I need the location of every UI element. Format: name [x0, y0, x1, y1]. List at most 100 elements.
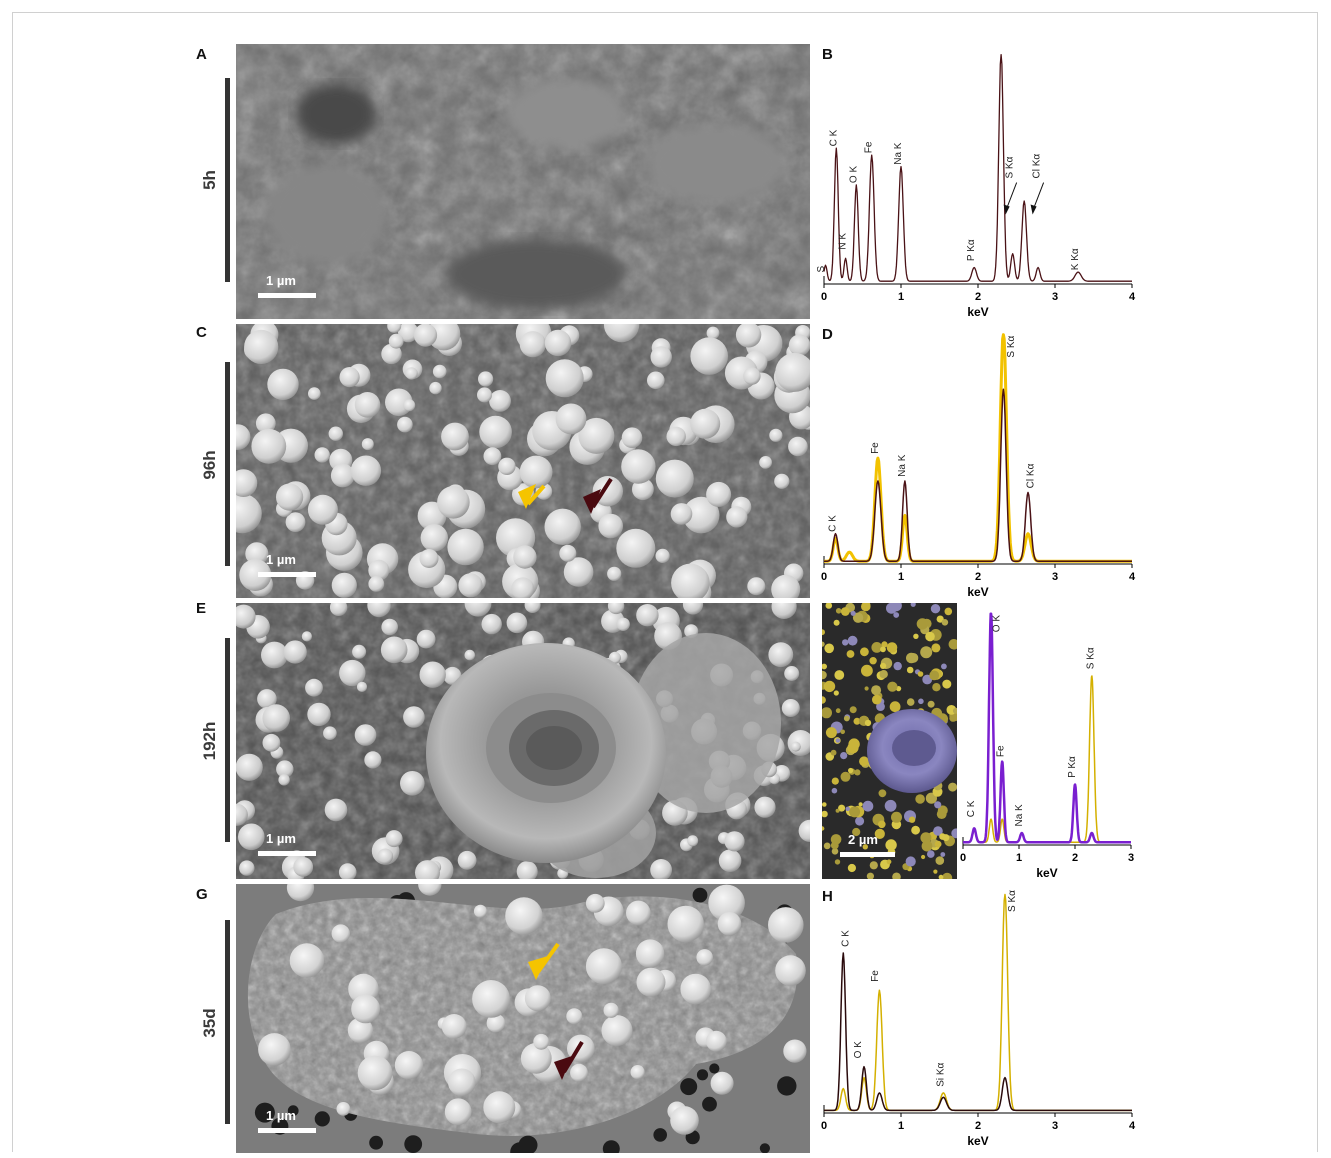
map-particle [893, 661, 902, 671]
particle [578, 417, 615, 454]
particle [339, 367, 360, 388]
eds-spectrum-h: 0 1 2 3 4 keV C K Fe O K Si Kα S Kα [816, 884, 1146, 1153]
particle [385, 830, 403, 848]
map-particle [941, 663, 947, 670]
peak-label: C K [841, 930, 852, 947]
map-particle [879, 670, 888, 679]
particle [338, 863, 357, 879]
peak-label: S Kα [1005, 156, 1016, 178]
particle [585, 893, 605, 913]
map-particle [864, 686, 869, 691]
panel-label-a: A [196, 46, 207, 63]
dark-arrow-g [554, 1056, 572, 1080]
particle [441, 422, 469, 451]
x-axis-label: keV [967, 585, 988, 599]
particle [314, 447, 330, 463]
particle [388, 333, 404, 349]
particle [394, 1051, 423, 1080]
particle [708, 884, 745, 922]
panel-label-c: C [196, 324, 207, 341]
map-particle [823, 680, 836, 693]
particle [361, 438, 374, 451]
scale-bar-a [258, 293, 316, 298]
filter-pore [254, 1102, 275, 1123]
particle [726, 506, 748, 528]
particle [483, 1091, 516, 1124]
panel-label-d: D [822, 326, 833, 343]
map-particle [825, 603, 833, 609]
map-particle [833, 690, 839, 696]
particle [283, 640, 307, 664]
particle [258, 1033, 291, 1066]
map-particle [862, 844, 868, 850]
map-particle [913, 633, 919, 639]
particle [759, 456, 772, 469]
particle [479, 415, 512, 449]
particle [513, 545, 537, 569]
map-particle [921, 854, 926, 860]
particle [790, 741, 801, 752]
particle [330, 463, 355, 488]
peak-label: S [816, 266, 827, 273]
map-particle [952, 707, 957, 714]
sem-image-e [236, 603, 810, 879]
filter-pore [653, 1128, 667, 1142]
peak-label: Cl Kα [1025, 463, 1036, 488]
particle [329, 603, 348, 616]
map-particle [847, 742, 859, 754]
x-axis-label: keV [1036, 866, 1057, 880]
map-particle [847, 635, 858, 646]
particle [545, 359, 584, 398]
particle [352, 644, 367, 659]
particle [307, 494, 338, 525]
map-particle [886, 859, 892, 865]
map-particle [920, 646, 933, 659]
peak-label: S Kα [1007, 890, 1018, 912]
eds-spectrum-f: 0 1 2 3 keV C K O K Fe Na K P Kα S Kα [955, 603, 1145, 885]
peak-label: O K [991, 615, 1002, 633]
map-particle [864, 719, 872, 727]
peak-label: O K [853, 1041, 864, 1059]
filter-pore [692, 887, 708, 903]
particle [236, 604, 256, 629]
particle [481, 613, 502, 635]
filter-pore [702, 1096, 717, 1112]
x-tick-label: 0 [821, 571, 827, 583]
map-particle [934, 840, 942, 848]
map-particle [854, 769, 861, 776]
map-particle [910, 603, 916, 607]
filter-pore [602, 1140, 620, 1153]
panel-label-b: B [822, 46, 833, 63]
scale-label-e: 1 µm [266, 831, 296, 846]
particle [771, 574, 801, 598]
particle [413, 324, 438, 347]
map-particle [891, 811, 902, 823]
particle [621, 427, 643, 448]
map-particle [920, 832, 932, 844]
map-particle [835, 608, 842, 614]
map-particle [835, 708, 841, 714]
particle [555, 403, 587, 435]
scale-label-c: 1 µm [266, 552, 296, 567]
particle [544, 329, 572, 357]
particle [650, 859, 672, 879]
particle [505, 897, 543, 935]
map-particle [830, 834, 842, 845]
particle [775, 955, 806, 986]
particle [236, 469, 258, 497]
map-particle [822, 629, 825, 636]
particle [286, 884, 315, 902]
scale-label-g: 1 µm [266, 1108, 296, 1123]
particle [403, 399, 416, 412]
dark-arrow-shaft-g [562, 1040, 584, 1074]
particle [387, 324, 402, 333]
particle [398, 324, 419, 343]
particle [236, 424, 251, 450]
filter-pore [314, 1111, 330, 1127]
particle [278, 774, 290, 786]
particle [236, 753, 263, 781]
filter-pore [518, 1135, 538, 1153]
particle [262, 704, 290, 732]
particle [261, 641, 288, 669]
particle [616, 528, 656, 568]
